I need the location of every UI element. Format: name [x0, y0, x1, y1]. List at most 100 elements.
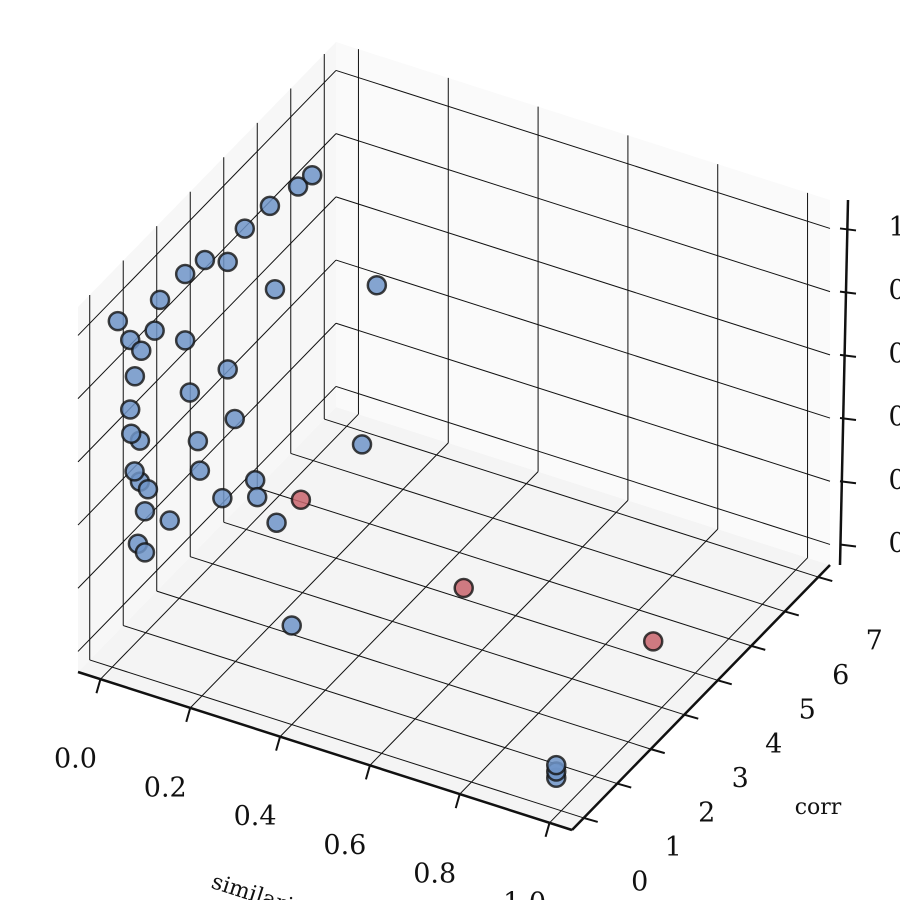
y-tick-label: 0 [631, 866, 648, 897]
z-tick-label: 0.0 [889, 528, 900, 559]
grid-line [324, 418, 819, 578]
z-tick-label: 0.2 [889, 465, 900, 496]
data-point [287, 176, 309, 197]
y-tick-label: 1 [665, 832, 682, 863]
z-tick-label: 0.6 [889, 338, 900, 369]
y-tick-label: 6 [832, 660, 849, 691]
y-tick-label: 2 [698, 798, 715, 829]
data-point [212, 487, 233, 509]
x-axis-label: similarity [208, 869, 316, 900]
grid-line [189, 442, 449, 709]
x-tick-label: 0.4 [234, 801, 277, 832]
y-axis-line [571, 564, 831, 831]
y-tick [583, 816, 599, 823]
data-point [642, 631, 664, 652]
grid-line [257, 487, 752, 647]
grid-line [335, 196, 831, 356]
grid-line [77, 386, 337, 652]
data-point [107, 310, 129, 332]
y-tick [616, 782, 632, 789]
x-tick-label: 1.0 [503, 887, 546, 900]
x-tick-label: 0.6 [323, 830, 366, 861]
y-tick [683, 713, 699, 720]
data-point [217, 359, 238, 380]
y-axis-label: corr [795, 795, 842, 820]
grid-line [190, 556, 685, 716]
grid-line [77, 259, 337, 526]
data-point [290, 489, 312, 511]
data-point [244, 469, 266, 491]
grid-line [77, 70, 337, 336]
grid-line [77, 196, 337, 463]
x-tick [544, 822, 551, 838]
grid-line [549, 557, 808, 824]
x-tick [454, 793, 461, 809]
data-point [246, 486, 268, 508]
data-point [545, 754, 567, 776]
grid-line [279, 471, 539, 737]
data-point [281, 615, 302, 636]
x-tick [275, 736, 282, 751]
data-point [131, 340, 152, 361]
y-tick [717, 679, 733, 686]
data-point [174, 330, 196, 351]
data-point [137, 478, 159, 500]
points [107, 164, 664, 789]
data-point [264, 278, 286, 300]
grid-line [123, 625, 618, 785]
data-point [187, 430, 209, 452]
z-axis-line [838, 199, 850, 566]
data-point [194, 249, 216, 271]
data-point [149, 289, 171, 311]
z-tick [839, 353, 857, 358]
data-point [119, 399, 141, 420]
y-tick-label: 5 [799, 694, 816, 725]
z-tick-label: 0.4 [889, 402, 900, 433]
grid [77, 49, 831, 824]
grid-line [335, 69, 831, 229]
grid-line [335, 385, 831, 545]
z-tick-label: 1.0 [889, 212, 900, 243]
z-tick [839, 290, 857, 295]
y-tick [784, 610, 800, 617]
y-tick [750, 644, 766, 651]
data-point [124, 365, 146, 387]
grid-line [89, 659, 584, 819]
data-point [189, 460, 211, 481]
data-point [234, 218, 256, 239]
y-tick-label: 4 [765, 729, 782, 760]
x-axis-line [77, 670, 573, 832]
x-tick-label: 0.0 [54, 744, 97, 775]
x-tick-label: 0.2 [144, 772, 187, 803]
data-point [224, 408, 246, 430]
data-point [134, 542, 156, 563]
floor-pane [78, 407, 830, 830]
grid-line [335, 259, 831, 419]
y-tick [650, 748, 666, 755]
z-tick-label: 0.8 [889, 275, 900, 306]
grid-line [335, 133, 831, 293]
grid-line [335, 322, 831, 482]
data-point [453, 577, 474, 599]
data-point [174, 263, 196, 285]
z-tick [839, 543, 857, 548]
grid-line [459, 528, 719, 795]
grid-line [290, 452, 785, 612]
x-tick [185, 707, 192, 723]
grid-line [77, 322, 337, 589]
data-point [134, 501, 156, 522]
data-point [124, 461, 145, 482]
data-point [120, 423, 142, 444]
data-point [259, 195, 281, 217]
data-point [179, 382, 201, 403]
x-tick-label: 0.8 [413, 859, 456, 890]
grid-line [156, 590, 651, 750]
data-point [217, 251, 238, 273]
data-point [366, 275, 388, 296]
data-point [266, 512, 287, 533]
grid-line [100, 413, 359, 680]
y-tick-label: 7 [866, 626, 883, 657]
